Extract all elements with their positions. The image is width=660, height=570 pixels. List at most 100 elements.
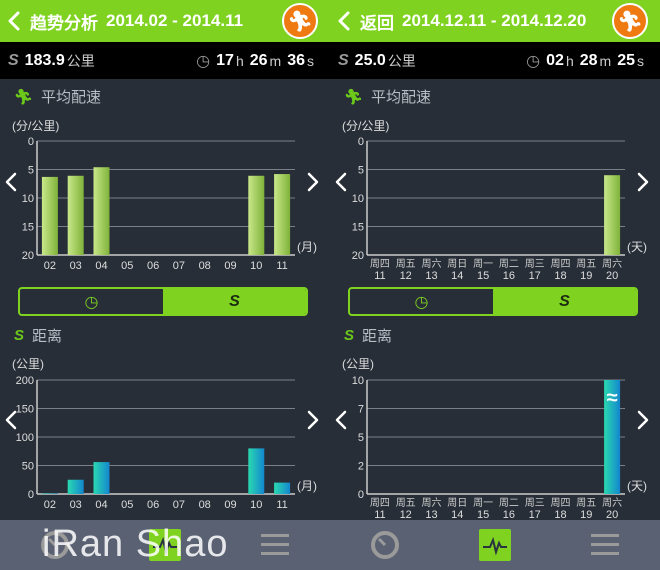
- bar: [248, 448, 265, 494]
- y-tick-label: 0: [358, 136, 364, 148]
- runner-icon: 🏃︎: [617, 10, 643, 33]
- x-axis-unit: (月): [297, 479, 317, 493]
- minutes-unit: m: [269, 52, 282, 69]
- x-tick-label: 03: [70, 499, 82, 511]
- x-tick-label: 19: [580, 270, 592, 280]
- x-tick-label: 12: [400, 270, 412, 280]
- road-icon: S: [559, 292, 570, 310]
- pace-chart: 05101520周四11周五12周六13周日14周一15周二16周三17周四18…: [352, 136, 647, 280]
- pace-section-title: 🏃︎ 平均配速: [14, 86, 101, 107]
- x-tick-label: 06: [147, 499, 159, 511]
- minutes-unit: m: [599, 52, 612, 69]
- bar: [604, 175, 621, 255]
- y-tick-label: 5: [358, 432, 364, 444]
- axis-break-icon: ≈: [607, 387, 618, 409]
- minutes: 26: [249, 51, 268, 69]
- y-tick-label: 5: [28, 165, 34, 177]
- x-axis-unit: (天): [627, 240, 647, 254]
- next-arrow-icon[interactable]: [306, 409, 320, 431]
- distance-section-title: S 距离: [344, 325, 392, 346]
- y-tick-label: 15: [22, 222, 34, 234]
- minutes: 28: [579, 51, 598, 69]
- x-tick-label: 04: [95, 260, 107, 272]
- x-weekday-label: 周三: [525, 497, 545, 509]
- x-weekday-label: 周一: [473, 497, 493, 509]
- bar: [67, 175, 84, 255]
- clock-icon: ◷: [196, 52, 211, 70]
- trend-icon: [153, 536, 177, 556]
- x-tick-label: 13: [425, 270, 437, 280]
- dashboard-icon: [41, 531, 69, 559]
- pace-runner-icon: 🏃︎: [344, 88, 364, 106]
- back-chevron-icon[interactable]: [4, 10, 26, 32]
- x-tick-label: 17: [529, 509, 541, 519]
- x-weekday-label: 周五: [396, 258, 416, 270]
- tab-menu[interactable]: [259, 529, 291, 561]
- x-weekday-label: 周六: [602, 258, 622, 270]
- y-tick-label: 50: [22, 461, 34, 473]
- x-weekday-label: 周六: [422, 258, 442, 270]
- run-button[interactable]: 🏃︎: [612, 3, 648, 39]
- x-tick-label: 05: [121, 499, 133, 511]
- x-weekday-label: 周四: [370, 258, 390, 270]
- x-tick-label: 14: [451, 509, 463, 519]
- run-button[interactable]: 🏃︎: [282, 3, 318, 39]
- y-tick-label: 5: [358, 165, 364, 177]
- toggle-time[interactable]: ◷: [350, 289, 493, 314]
- y-tick-label: 0: [358, 489, 364, 501]
- menu-icon: [591, 534, 619, 555]
- x-tick-label: 14: [451, 270, 463, 280]
- prev-arrow-icon[interactable]: [4, 171, 18, 193]
- tab-menu[interactable]: [589, 529, 621, 561]
- tab-dashboard[interactable]: [39, 529, 71, 561]
- menu-icon: [261, 534, 289, 555]
- tab-dashboard[interactable]: [369, 529, 401, 561]
- next-arrow-icon[interactable]: [636, 171, 650, 193]
- dashboard-icon: [371, 531, 399, 559]
- prev-arrow-icon[interactable]: [334, 171, 348, 193]
- x-tick-label: 08: [199, 499, 211, 511]
- toggle-time[interactable]: ◷: [20, 289, 163, 314]
- tab-trend[interactable]: [479, 529, 511, 561]
- toggle-distance[interactable]: S: [163, 289, 306, 314]
- next-arrow-icon[interactable]: [636, 409, 650, 431]
- bar: [93, 462, 110, 494]
- tab-bar: [330, 520, 660, 570]
- x-tick-label: 16: [503, 270, 515, 280]
- road-icon: S: [344, 327, 355, 344]
- bar: [93, 167, 110, 255]
- bar: [41, 493, 58, 494]
- seconds-unit: s: [307, 52, 314, 69]
- x-weekday-label: 周五: [576, 497, 596, 509]
- bar: [67, 479, 84, 494]
- prev-arrow-icon[interactable]: [4, 409, 18, 431]
- x-tick-label: 12: [400, 509, 412, 519]
- stats-bar: S 25.0 公里 ◷ 02 h 28 m 25 s: [330, 42, 660, 79]
- toggle-distance[interactable]: S: [493, 289, 636, 314]
- y-tick-label: 10: [22, 193, 34, 205]
- y-tick-label: 150: [16, 404, 34, 416]
- bar: [274, 174, 291, 255]
- total-distance: 183.9: [24, 51, 65, 69]
- y-tick-label: 15: [352, 222, 364, 234]
- next-arrow-icon[interactable]: [306, 171, 320, 193]
- x-tick-label: 16: [503, 509, 515, 519]
- seconds: 25: [617, 51, 635, 69]
- clock-icon: ◷: [414, 293, 429, 311]
- pace-runner-icon: 🏃︎: [14, 88, 34, 106]
- prev-arrow-icon[interactable]: [334, 409, 348, 431]
- x-weekday-label: 周二: [499, 258, 519, 270]
- x-tick-label: 18: [554, 270, 566, 280]
- bar: [41, 176, 58, 255]
- back-chevron-icon[interactable]: [334, 10, 356, 32]
- hours-unit: h: [565, 52, 574, 69]
- stats-bar: S 183.9 公里 ◷ 17 h 26 m 36 s: [0, 42, 330, 79]
- x-tick-label: 07: [173, 260, 185, 272]
- total-distance: 25.0: [354, 51, 386, 69]
- tab-trend[interactable]: [149, 529, 181, 561]
- x-tick-label: 09: [224, 260, 236, 272]
- tab-bar: [0, 520, 330, 570]
- x-tick-label: 20: [606, 270, 618, 280]
- x-tick-label: 10: [250, 499, 262, 511]
